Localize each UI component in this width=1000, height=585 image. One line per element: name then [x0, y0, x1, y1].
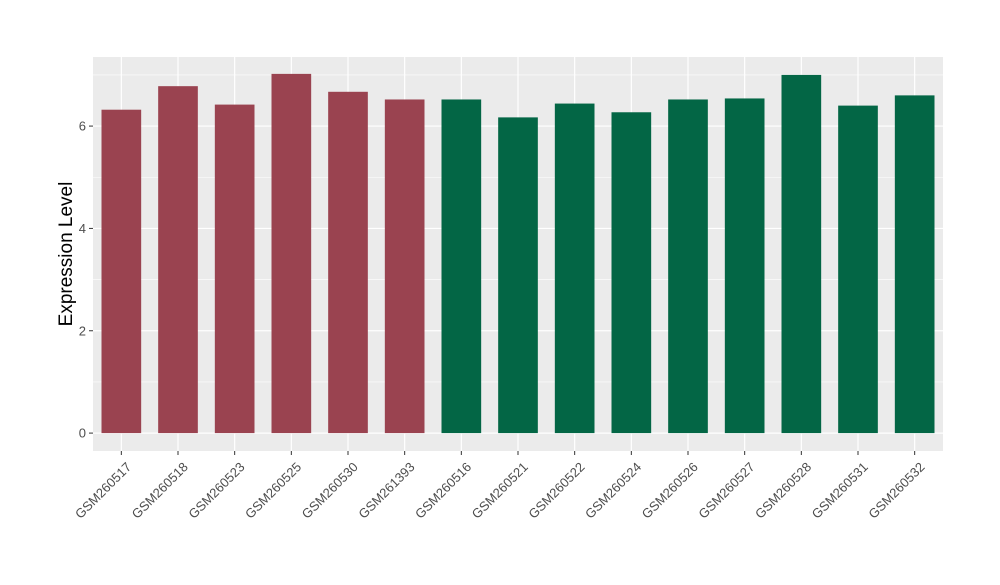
bar-GSM261393	[384, 99, 425, 434]
x-tick-label: GSM260531	[809, 459, 871, 521]
bar-GSM260525	[271, 73, 312, 434]
bar-GSM260521	[498, 117, 538, 434]
bars-group	[101, 73, 935, 434]
x-tick-label: GSM260522	[525, 459, 587, 521]
x-tick-label: GSM260528	[752, 459, 814, 521]
y-tick-label: 2	[79, 323, 86, 338]
x-axis: GSM260517GSM260518GSM260523GSM260525GSM2…	[72, 451, 928, 522]
bar-GSM260523	[214, 104, 255, 434]
x-tick-label: GSM260518	[129, 459, 191, 521]
y-tick-label: 4	[79, 221, 86, 236]
bar-GSM260532	[894, 95, 935, 434]
bar-GSM260522	[554, 103, 595, 434]
x-tick-label: GSM260532	[865, 459, 927, 521]
y-tick-label: 0	[79, 426, 86, 441]
x-tick-label: GSM260521	[469, 459, 531, 521]
bar-GSM260530	[328, 91, 368, 434]
x-tick-label: GSM260517	[72, 459, 134, 521]
bar-GSM260531	[838, 105, 878, 434]
bar-GSM260516	[441, 99, 482, 434]
bar-GSM260518	[158, 86, 198, 434]
x-tick-label: GSM260527	[695, 459, 757, 521]
x-tick-label: GSM260523	[185, 459, 247, 521]
x-tick-label: GSM260525	[242, 459, 304, 521]
x-tick-label: GSM260526	[639, 459, 701, 521]
bar-GSM260526	[668, 99, 708, 434]
bar-GSM260528	[781, 74, 822, 434]
x-tick-label: GSM260530	[299, 459, 361, 521]
x-tick-label: GSM260516	[412, 459, 474, 521]
y-axis: 0 2 4 6	[79, 119, 93, 441]
y-axis-label: Expression Level	[56, 182, 77, 327]
bar-GSM260524	[611, 112, 652, 434]
y-tick-label: 6	[79, 119, 86, 134]
bar-GSM260527	[724, 98, 765, 434]
bar-GSM260517	[101, 109, 142, 434]
x-tick-label: GSM260524	[582, 459, 644, 521]
x-tick-label: GSM261393	[355, 459, 417, 521]
